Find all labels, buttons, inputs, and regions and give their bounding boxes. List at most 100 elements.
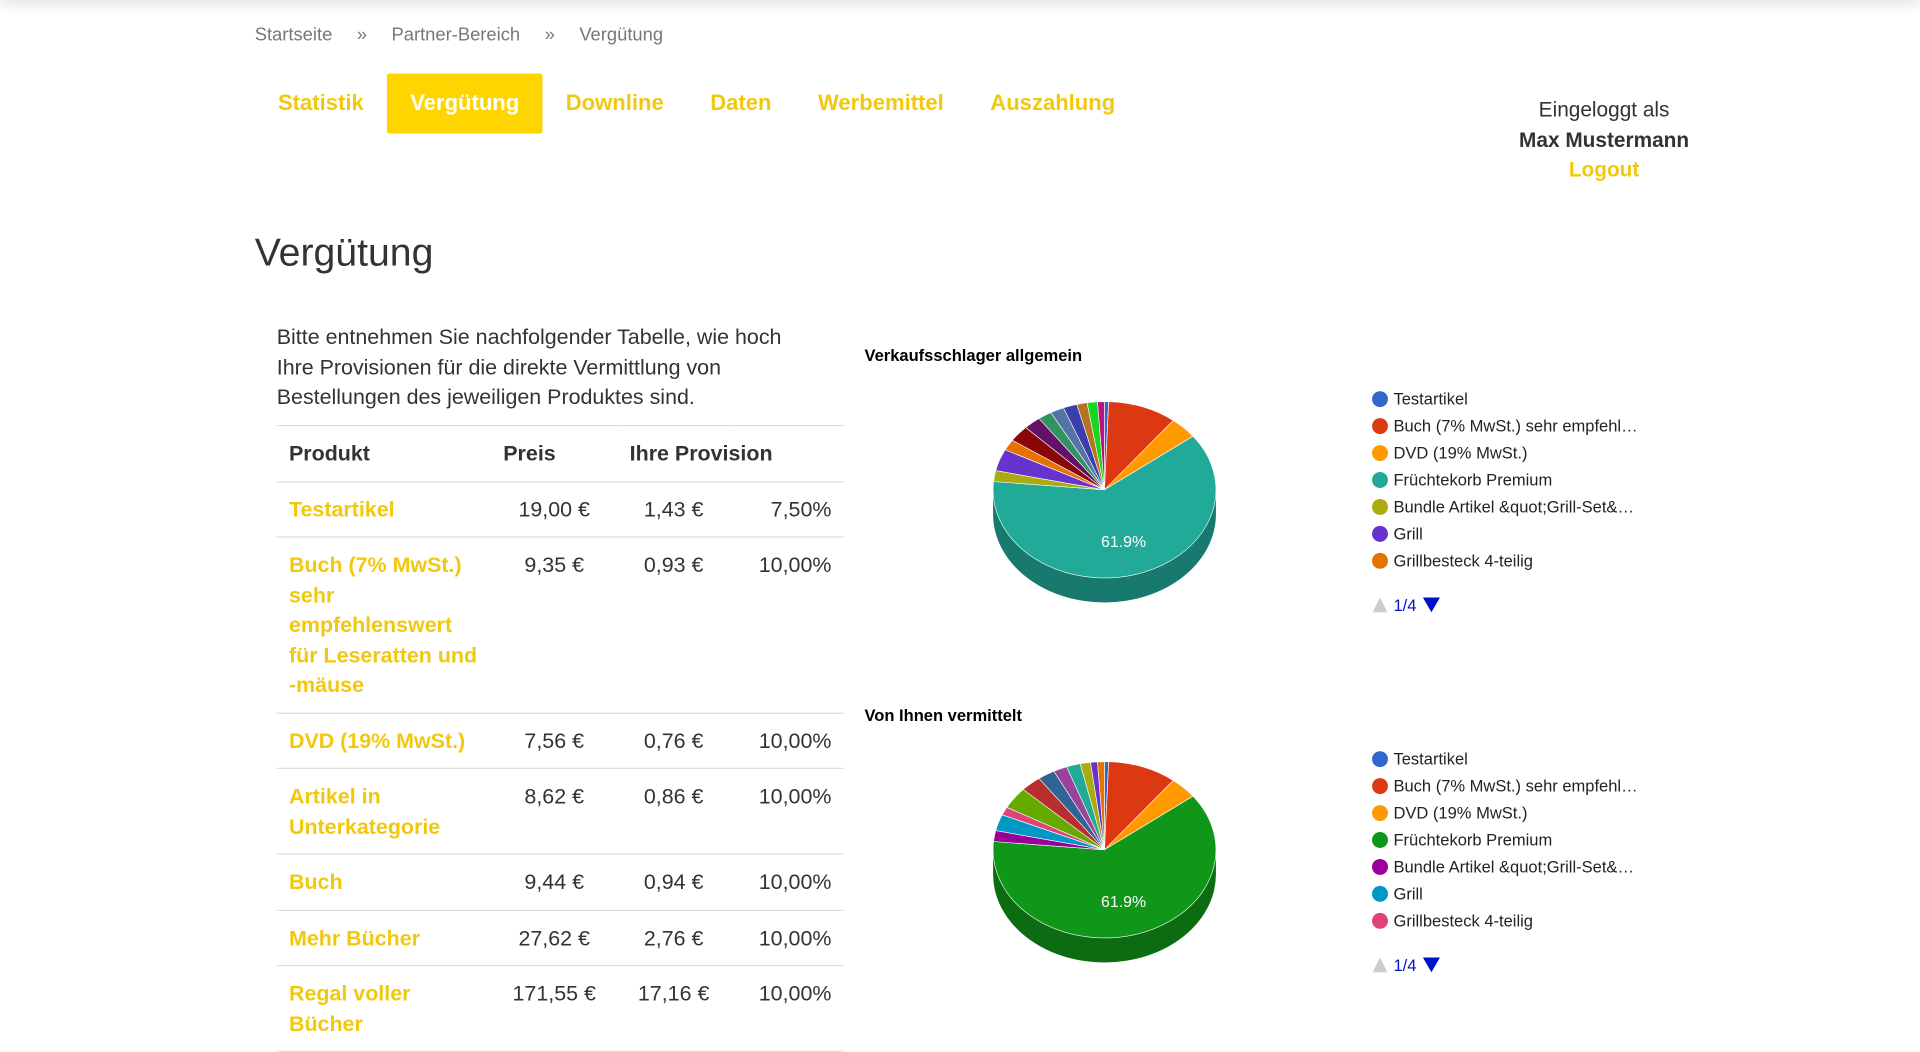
legend-label: Grill (1393, 524, 1422, 543)
page-title: Vergütung (254, 230, 434, 275)
table-cell: 9,44 € (491, 853, 618, 910)
crumb: Vergütung (579, 24, 664, 46)
pager-prev[interactable] (1372, 597, 1388, 613)
table-cell: 0,86 € (617, 767, 730, 855)
legend-swatch (1372, 418, 1388, 435)
viewport: Startseite » Partner-Bereich » Vergütung Sta… (254, 24, 1727, 1052)
breadcrumb: Startseite » Partner-Bereich » Vergütung (255, 24, 688, 45)
legend-swatch (1372, 778, 1388, 795)
chart-title: Verkaufsschlager allgemein (864, 346, 1082, 365)
nav: Statistik Vergütung Downline Daten Werbemitt… (255, 73, 1139, 134)
legend-swatch (1372, 445, 1388, 462)
legend-swatch (1372, 885, 1388, 902)
nav-tab[interactable]: Daten (710, 90, 772, 116)
product-link[interactable]: Mehr Bücher (276, 909, 492, 966)
legend-label: DVD (19% MwSt.) (1393, 804, 1527, 823)
product-link[interactable]: DVD (19% MwSt.) (276, 712, 492, 769)
table-row: Artikel in Unterkategorie 8,62 €0,86 €10,… (276, 767, 844, 855)
legend-swatch (1372, 805, 1388, 822)
slice-label: 61.9% (1101, 534, 1146, 551)
pager-next[interactable] (1422, 957, 1441, 973)
pager-next[interactable] (1422, 597, 1441, 613)
table-cell: 1,43 € (617, 480, 730, 537)
legend-label: Buch (7% MwSt.) sehr empfehl… (1393, 777, 1637, 796)
pie-slice (992, 795, 1217, 939)
page: Startseite » Partner-Bereich » Vergütung Sta… (254, 24, 1727, 1052)
crumb[interactable]: Partner-Bereich (391, 24, 521, 46)
product-link[interactable]: Buch (7% MwSt.) sehr empfehlenswert für … (276, 536, 492, 713)
pager-prev[interactable] (1372, 957, 1388, 973)
legend-swatch (1372, 858, 1388, 875)
header-cell: Ihre Provision (617, 424, 844, 482)
legend-swatch (1372, 525, 1388, 542)
nav-tab[interactable]: Statistik (277, 90, 364, 116)
table-cell: 10,00% (729, 712, 844, 769)
crumb[interactable]: Startseite (254, 24, 333, 46)
pager-label: 1/4 (1393, 956, 1416, 975)
table-row: Buch (7% MwSt.) sehr empfehlenswert für … (276, 536, 844, 713)
table-row: Buch 9,44 €0,94 €10,00% (276, 853, 844, 910)
nav-tab[interactable]: Vergütung (386, 73, 543, 134)
crumb-separator: » (356, 24, 368, 46)
table-header: Produkt Preis Ihre Provision (276, 424, 844, 482)
legend-label: Buch (7% MwSt.) sehr empfehl… (1393, 417, 1637, 436)
nav-tab[interactable]: Werbemittel (818, 90, 944, 116)
table-cell: 7,56 € (491, 712, 618, 769)
table-cell: 10,00% (729, 909, 844, 966)
slice-label: 61.9% (1101, 894, 1146, 911)
charts: Verkaufsschlager allgemein 61.9% Testartik… (864, 346, 1637, 975)
legend-label: Grill (1393, 884, 1422, 903)
legend-swatch (1372, 552, 1388, 569)
table-cell: 9,35 € (491, 536, 618, 713)
legend-label: Grillbesteck 4-teilig (1393, 551, 1533, 570)
nav-tab[interactable]: Downline (565, 90, 664, 116)
product-link[interactable]: Buch (276, 853, 492, 910)
table-cell: 0,76 € (617, 712, 730, 769)
pie-slice (1097, 761, 1105, 850)
legend-swatch (1372, 751, 1388, 768)
header-cell: Produkt (276, 424, 492, 482)
table-row: DVD (19% MwSt.) 7,56 €0,76 €10,00% (276, 712, 844, 769)
pie-slice (1097, 401, 1105, 490)
table-cell: 2,76 € (617, 909, 730, 966)
legend-label: Früchtekorb Premium (1393, 831, 1552, 850)
table-cell: 19,00 € (491, 480, 618, 537)
table-row: Testartikel 19,00 €1,43 €7,50% (276, 480, 844, 537)
pie-slice-side (993, 489, 1216, 603)
legend-label: Bundle Artikel &quot;Grill-Set&… (1393, 497, 1634, 516)
pie-slice-side (993, 849, 1216, 963)
legend-label: DVD (19% MwSt.) (1393, 444, 1527, 463)
legend-swatch (1372, 391, 1388, 408)
login-label: Eingeloggt als (1538, 97, 1670, 122)
crumb-separator: » (544, 24, 555, 46)
product-link[interactable]: Testartikel (276, 480, 492, 537)
legend-label: Grillbesteck 4-teilig (1393, 911, 1533, 930)
table-cell: 8,62 € (491, 767, 618, 855)
table-cell: 10,00% (729, 767, 844, 855)
table-cell: 0,94 € (617, 853, 730, 910)
table-row: Mehr Bücher 27,62 €2,76 €10,00% (276, 909, 844, 966)
header-cell: Preis (491, 424, 618, 482)
user-name: Max Mustermann (1519, 127, 1690, 152)
legend-label: Testartikel (1393, 390, 1467, 409)
table-cell: 10,00% (729, 536, 844, 713)
intro-text: Bitte entnehmen Sie nachfolgender Tabell… (276, 324, 782, 409)
legend-swatch (1372, 498, 1388, 515)
pager-label: 1/4 (1393, 596, 1416, 615)
legend-swatch (1372, 912, 1388, 929)
table-cell: 0,93 € (617, 536, 730, 713)
legend-swatch (1372, 832, 1388, 848)
legend-label: Testartikel (1393, 750, 1467, 769)
chart-title: Von Ihnen vermittelt (864, 706, 1022, 725)
nav-tab[interactable]: Auszahlung (990, 90, 1116, 116)
table-cell: 7,50% (729, 480, 844, 537)
logout-link[interactable]: Logout (1568, 157, 1640, 182)
login-box: Eingeloggt als Max Mustermann Logout (1482, 96, 1727, 186)
table-cell: 10,00% (729, 853, 844, 910)
legend-label: Bundle Artikel &quot;Grill-Set&… (1393, 857, 1634, 876)
product-link[interactable]: Artikel in Unterkategorie (276, 767, 492, 855)
legend-swatch (1372, 472, 1388, 488)
pie-slice (992, 435, 1217, 579)
table-cell: 27,62 € (491, 909, 618, 966)
legend-label: Früchtekorb Premium (1393, 471, 1552, 490)
